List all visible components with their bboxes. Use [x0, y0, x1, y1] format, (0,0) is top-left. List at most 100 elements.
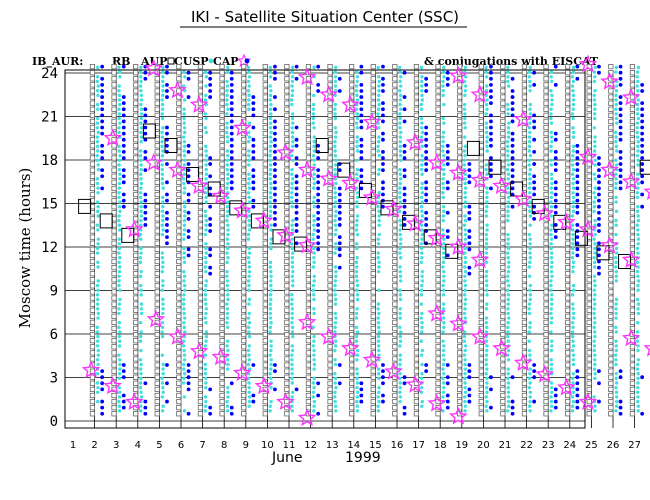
aup-point	[457, 131, 463, 137]
cusp-point	[399, 223, 403, 227]
cusp-point	[246, 232, 251, 237]
cusp-point	[139, 293, 143, 297]
cusp-point	[247, 195, 251, 200]
conjugation-box	[337, 162, 351, 178]
aup-point	[370, 374, 376, 380]
aup-point	[500, 271, 506, 277]
aup-point	[413, 277, 420, 283]
cusp-point	[505, 279, 510, 283]
aup-point	[586, 301, 592, 307]
cap-point	[553, 204, 558, 209]
aup-point	[133, 167, 139, 173]
aup-point	[543, 392, 549, 399]
cap-point	[316, 180, 321, 185]
aup-point	[305, 137, 312, 143]
cusp-point	[118, 200, 122, 204]
cusp-point	[333, 381, 337, 385]
cusp-point	[570, 163, 575, 167]
aup-point	[111, 325, 117, 332]
conjugation-star	[124, 219, 144, 238]
conjugation-star	[297, 160, 317, 179]
aup-point	[284, 386, 290, 392]
aup-point	[500, 82, 506, 88]
cusp-point	[571, 242, 575, 246]
cusp-point	[268, 353, 272, 357]
aup-point	[284, 131, 290, 137]
aup-point	[478, 124, 484, 131]
aup-point	[413, 307, 420, 313]
cusp-point	[183, 283, 187, 288]
aup-point	[284, 161, 290, 167]
cap-point	[597, 223, 601, 227]
aup-point	[133, 210, 139, 216]
cap-point	[121, 143, 126, 148]
cusp-point	[484, 214, 489, 218]
x-tick-label: 9	[243, 440, 249, 451]
aup-point	[435, 295, 441, 301]
aup-point	[89, 222, 96, 228]
aup-point	[349, 283, 355, 289]
aup-point	[543, 338, 549, 344]
cusp-point	[160, 130, 164, 135]
cusp-point	[203, 297, 208, 302]
aup-point	[111, 112, 117, 118]
cap-point	[251, 168, 256, 173]
cusp-point	[118, 256, 122, 260]
aup-point	[500, 398, 506, 405]
aup-point	[435, 173, 441, 179]
cusp-point	[441, 116, 445, 121]
aup-point	[176, 216, 182, 222]
cap-point	[186, 229, 191, 233]
cusp-point	[269, 362, 273, 367]
cusp-point	[354, 84, 359, 88]
cusp-point	[571, 93, 576, 98]
cap-point	[316, 247, 321, 252]
aup-point	[457, 112, 463, 118]
cusp-point	[117, 237, 121, 241]
cap-point	[294, 204, 299, 209]
aup-point	[500, 411, 506, 417]
aup-point	[219, 149, 225, 155]
cusp-point	[138, 404, 143, 408]
cap-point	[251, 180, 256, 185]
cusp-point	[334, 409, 338, 413]
cusp-point	[507, 130, 511, 135]
cusp-point	[420, 158, 424, 162]
cusp-point	[117, 228, 122, 232]
aup-point	[197, 222, 204, 228]
cap-point	[424, 156, 429, 160]
cusp-point	[182, 325, 187, 330]
cap-point	[575, 235, 580, 240]
cap-point	[165, 216, 169, 221]
aup-point	[305, 362, 312, 368]
aup-point	[89, 112, 96, 118]
cap-point	[229, 137, 234, 142]
x-tick-label: 11	[283, 440, 296, 451]
cap-point	[402, 405, 407, 410]
cusp-point	[571, 65, 576, 70]
cusp-point	[506, 283, 511, 288]
cap-point	[467, 399, 472, 404]
cusp-point	[290, 297, 294, 302]
cap-point	[640, 113, 645, 118]
cusp-point	[118, 102, 122, 107]
cusp-point	[269, 269, 273, 274]
cusp-point	[571, 265, 575, 269]
cusp-point	[204, 251, 209, 255]
aup-point	[500, 64, 506, 70]
cusp-point	[182, 237, 186, 241]
aup-point	[608, 271, 614, 277]
cusp-point	[161, 70, 165, 74]
cap-point	[273, 107, 277, 112]
aup-point	[392, 380, 398, 386]
cap-point	[294, 180, 299, 185]
cusp-point	[182, 158, 187, 162]
cusp-point	[138, 381, 143, 385]
cusp-point	[571, 144, 576, 149]
cusp-point	[355, 204, 359, 209]
aup-point	[89, 149, 96, 155]
aup-point	[586, 173, 592, 179]
cap-point	[510, 156, 515, 160]
aup-point	[543, 319, 549, 326]
